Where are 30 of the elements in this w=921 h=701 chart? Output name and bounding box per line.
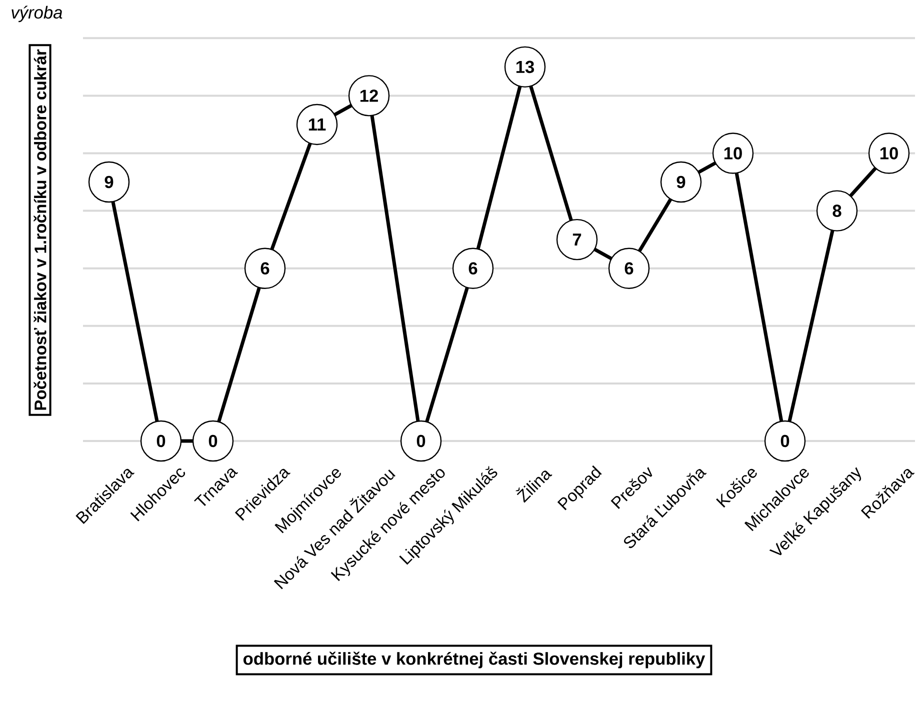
point	[452, 248, 494, 289]
point	[608, 248, 650, 289]
x-axis-title: odborné učilište v konkrétnej časti Slovenskej republiky	[243, 652, 706, 668]
data-label: 9	[676, 176, 686, 188]
data-label: 6	[468, 262, 478, 274]
data-label: 10	[724, 147, 742, 160]
point	[660, 161, 702, 203]
point	[816, 190, 858, 232]
data-label: 0	[208, 434, 218, 448]
y-axis-title: Početnosť žiakov v 1.ročníku v odbore cukrár	[34, 49, 46, 410]
data-label: 0	[780, 434, 790, 448]
data-label: 13	[516, 60, 534, 74]
data-label: 0	[416, 434, 426, 448]
data-label: 7	[572, 234, 582, 246]
point	[244, 248, 286, 289]
point	[556, 218, 598, 260]
point	[88, 161, 130, 203]
data-label: 9	[104, 176, 114, 188]
point	[192, 420, 234, 462]
point	[764, 420, 806, 462]
point	[400, 420, 442, 462]
chart-title: výroba	[12, 6, 62, 22]
data-label: 10	[880, 147, 898, 160]
data-label: 0	[156, 434, 166, 448]
data-label: 11	[308, 118, 326, 130]
data-label: 12	[360, 90, 378, 102]
point	[140, 420, 182, 462]
data-label: 6	[260, 262, 270, 274]
data-label: 8	[832, 204, 842, 217]
data-label: 6	[624, 262, 634, 274]
